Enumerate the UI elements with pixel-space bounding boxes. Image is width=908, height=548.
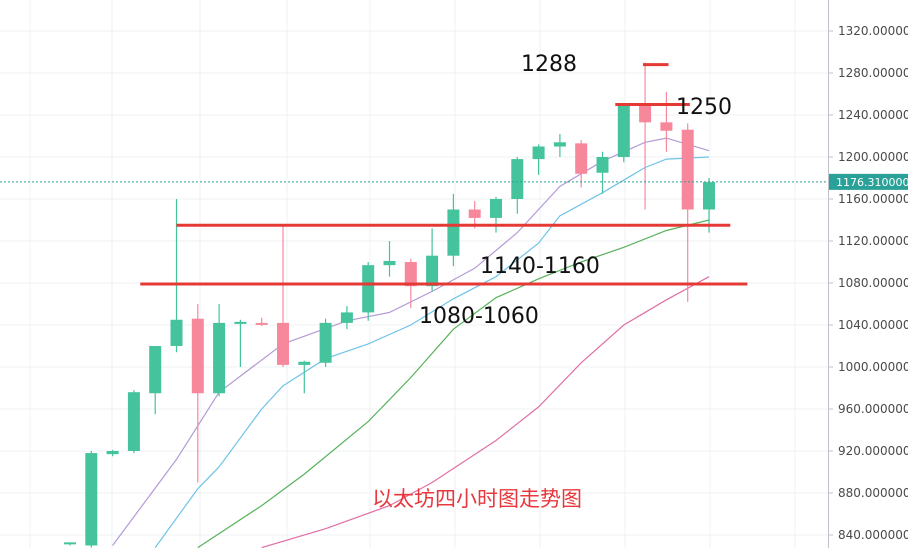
tick-label: 1080.000000 [838,276,908,290]
ma-line [154,156,710,548]
candle-body [85,453,98,546]
candle [319,318,332,367]
candle [191,304,204,483]
tick-label: 1200.000000 [838,150,908,164]
ma-line [197,219,710,548]
candle [149,346,162,415]
candle-body [298,361,311,365]
tick-label: 1120.000000 [838,234,908,248]
tick-label: 1240.000000 [838,108,908,122]
candle-body [703,182,715,210]
candle [255,317,268,327]
candle [553,133,566,157]
candle [703,178,715,233]
candle-body [319,322,332,363]
axis-tick-labels: 1320.000000 1280.000000 1240.000000 1200.00… [828,24,908,542]
price-tag-label: 1176.310000 [836,176,908,189]
candle-body [511,159,524,199]
candle [532,144,545,175]
candle [617,104,630,163]
candle [681,123,694,302]
candle-body [426,255,439,287]
tick-label: 960.000000 [838,402,908,416]
candle [511,157,524,214]
candle-body [404,262,417,287]
candle-body [617,104,630,157]
moving-average-lines [112,137,710,548]
candle-body [639,104,652,123]
candle [213,304,226,397]
price-tag-background [829,173,908,190]
price-annotations: 1288 1250 1140-1160 1080-1060 [419,52,732,329]
candle-body [447,209,460,256]
chart-caption: 以太坊四小时图走势图 [372,487,582,511]
ma-line [261,276,710,548]
candle-body [340,312,353,323]
tick-label: 880.000000 [838,486,908,500]
candle-body [213,322,226,394]
candle-body [106,451,119,455]
candle-body [596,157,609,173]
tick-label: 1000.000000 [838,360,908,374]
candle-body [468,209,481,218]
candle [127,390,140,454]
last-price-tag: 1176.310000 [829,173,908,190]
tick-label: 1280.000000 [838,66,908,80]
candle-body [255,322,268,325]
annotation-1288: 1288 [521,52,577,77]
candle [447,193,460,267]
candle [106,449,119,457]
candle [383,241,396,277]
candle-body [234,321,247,324]
candle [362,262,375,321]
candle-body [64,542,76,545]
annotation-1140-1160: 1140-1160 [480,254,600,279]
candle [426,228,439,292]
candle [660,91,673,152]
ma-line [112,137,710,546]
tick-label: 840.000000 [838,528,908,542]
tick-label: 1040.000000 [838,318,908,332]
annotation-1250: 1250 [676,95,732,120]
axis-background [828,0,908,548]
support-resistance-levels [140,63,748,286]
candle-body [490,199,502,218]
candle [277,225,289,367]
candle-body [383,260,396,266]
candle-body [553,142,566,147]
candle [639,62,652,210]
candle [64,542,76,546]
candlesticks [64,62,715,548]
candle-body [277,322,289,365]
candle-body [362,265,375,313]
candle-body [191,318,204,394]
candle-body [660,122,673,131]
candle-body [681,129,694,210]
candle-body [127,392,140,451]
candle-body [575,143,588,174]
candle [596,151,609,194]
tick-label: 1160.000000 [838,192,908,206]
candle [298,360,311,394]
annotation-1080-1060: 1080-1060 [419,304,539,329]
tick-label: 1320.000000 [838,24,908,38]
candle-body [149,346,162,394]
candle [575,140,588,188]
candle [340,306,353,330]
candle [85,451,98,548]
candle-body [532,146,545,160]
price-axis: 1320.000000 1280.000000 1240.000000 1200.00… [828,0,908,548]
candle [234,319,247,367]
candle-body [170,319,183,346]
tick-label: 920.000000 [838,444,908,458]
